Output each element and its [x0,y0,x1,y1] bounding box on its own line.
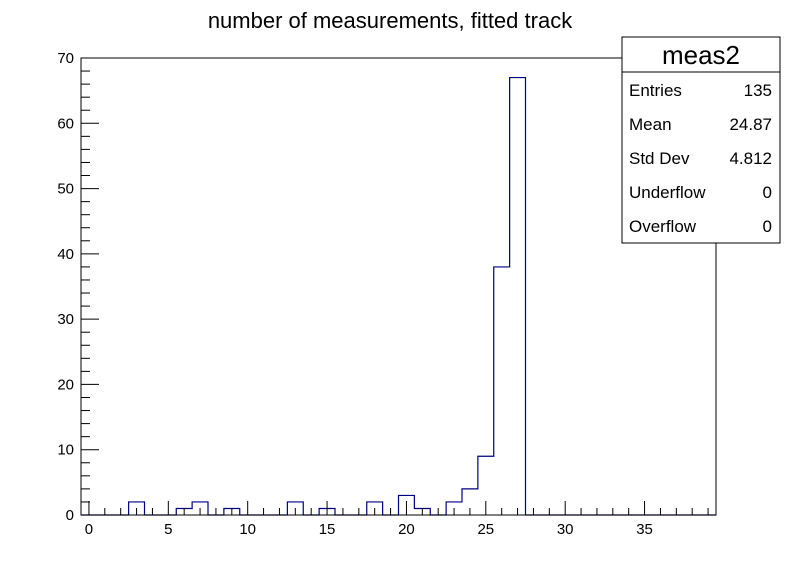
histogram-bin [510,78,526,515]
x-tick-label: 10 [239,521,256,538]
y-tick-label: 60 [57,115,74,132]
stats-value: 4.812 [729,149,772,168]
stats-label: Overflow [629,217,697,236]
y-tick-label: 40 [57,246,74,263]
chart-title: number of measurements, fitted track [208,8,573,33]
stats-label: Underflow [629,183,706,202]
histogram-layer [81,76,716,516]
plot-frame [80,57,717,516]
stats-label: Mean [629,115,672,134]
y-tick-label: 0 [66,507,74,524]
x-tick-label: 30 [557,521,574,538]
y-axis: 0 10 20 30 40 50 60 70 [57,50,99,524]
stats-value: 135 [744,81,772,100]
stats-box-title: meas2 [662,40,740,70]
stats-value: 24.87 [729,115,772,134]
stats-value: 0 [763,183,772,202]
y-tick-label: 10 [57,442,74,459]
histogram-bin [494,267,510,515]
y-tick-label: 70 [57,50,74,67]
x-tick-label: 35 [636,521,653,538]
stats-label: Std Dev [629,149,690,168]
y-tick-label: 20 [57,376,74,393]
stats-label: Entries [629,81,682,100]
y-tick-label: 50 [57,181,74,198]
x-tick-label: 20 [398,521,415,538]
x-axis: 0 5 10 15 20 25 30 35 [81,501,716,538]
stats-box: meas2 Entries 135 Mean 24.87 Std Dev 4.812 Und… [621,36,781,244]
stats-box-rows: Entries 135 Mean 24.87 Std Dev 4.812 Underflow… [629,81,772,236]
x-tick-label: 15 [319,521,336,538]
x-tick-label: 5 [164,521,172,538]
stats-box-frame [621,36,781,244]
histogram-outline [81,76,716,516]
y-tick-label: 30 [57,311,74,328]
stats-value: 0 [763,217,772,236]
x-tick-label: 0 [85,521,93,538]
x-tick-label: 25 [477,521,494,538]
